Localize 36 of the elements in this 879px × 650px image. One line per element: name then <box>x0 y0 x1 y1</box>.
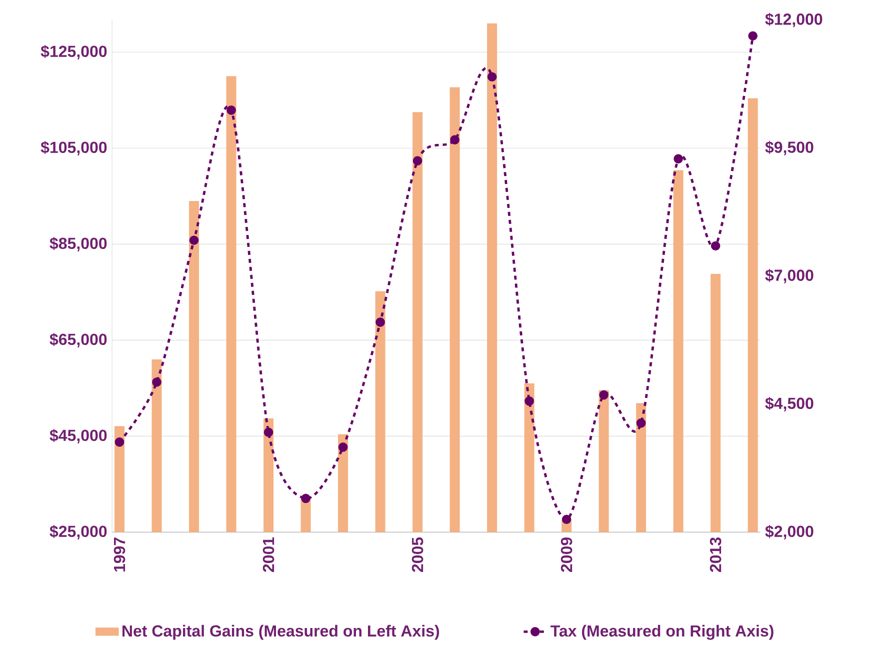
point <box>338 442 348 452</box>
point <box>599 390 608 400</box>
x-tick-label: 1997 <box>114 538 126 572</box>
x-tick-label: 2001 <box>262 537 274 572</box>
point <box>152 377 162 387</box>
point <box>264 428 274 437</box>
y-tick-label: $85,000 <box>50 236 107 252</box>
y2-tick-label: $7,000 <box>765 268 814 284</box>
point <box>189 235 199 245</box>
point <box>636 418 646 428</box>
x-tick-label: 2013 <box>710 537 722 572</box>
point <box>450 135 460 144</box>
y-tick-label: $105,000 <box>40 140 107 156</box>
y2-tick-label: $12,000 <box>765 12 822 28</box>
point <box>376 317 385 327</box>
point <box>487 72 497 82</box>
x-tick-label: 2005 <box>412 537 424 572</box>
y-tick-label: $25,000 <box>50 524 107 540</box>
point <box>412 156 422 166</box>
y-tick-label: $125,000 <box>40 44 107 60</box>
point <box>674 154 683 164</box>
point <box>562 514 572 524</box>
y2-tick-label: $4,500 <box>765 396 814 412</box>
y-tick-label: $45,000 <box>50 428 107 444</box>
point <box>748 31 758 40</box>
point <box>524 396 534 406</box>
y-tick-label: $65,000 <box>50 332 107 348</box>
x-tick-label: 2009 <box>560 537 572 572</box>
point <box>710 241 720 250</box>
point <box>226 105 236 115</box>
point <box>114 437 124 447</box>
y2-tick-label: $9,500 <box>765 140 814 156</box>
point <box>301 494 310 503</box>
legend-label: Net Capital Gains (Measured on Left Axis) <box>122 624 440 640</box>
y2-tick-label: $2,000 <box>765 524 814 540</box>
legend-label: Tax (Measured on Right Axis) <box>550 624 774 640</box>
